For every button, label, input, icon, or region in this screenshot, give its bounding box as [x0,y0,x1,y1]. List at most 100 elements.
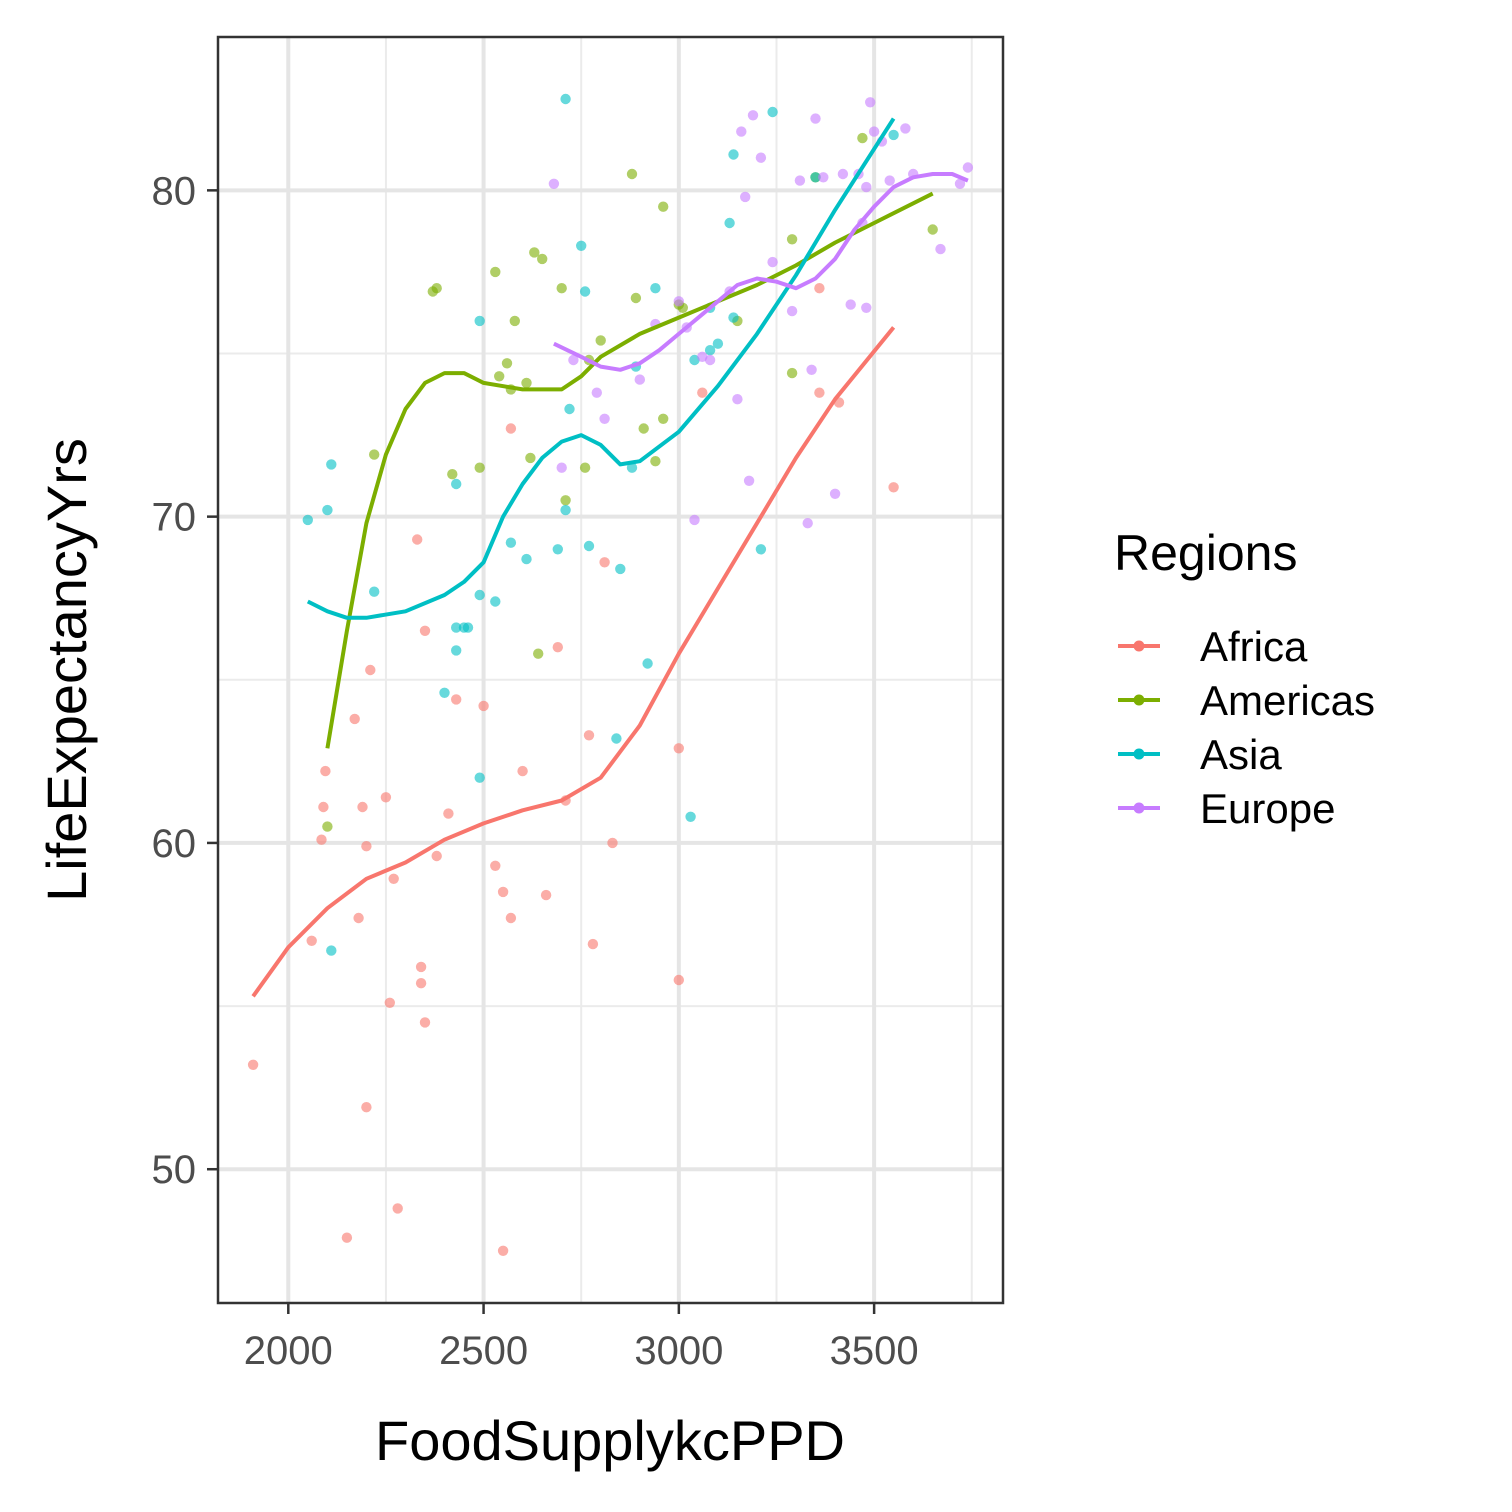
legend: Regions Africa Americas Asia Europe [1114,525,1375,832]
point-americas [658,413,669,424]
x-axis: 2000 2500 3000 3500 [244,1303,919,1373]
point-europe [865,97,876,108]
point-europe [829,488,841,499]
point-americas [529,247,540,258]
trend-line-europe [553,172,969,372]
point-europe [548,178,560,189]
point-asia [560,504,571,516]
point-asia [755,544,767,555]
point-americas [595,335,606,346]
point-africa [552,642,563,653]
point-africa [431,850,442,862]
point-africa [599,557,610,568]
legend-item-americas: Americas [1118,677,1375,724]
point-africa [814,283,825,294]
point-africa [583,730,595,741]
legend-key-point [1133,748,1145,760]
legend-label: Africa [1200,623,1308,670]
point-americas [369,449,380,460]
point-americas [927,224,938,235]
point-americas [857,132,868,144]
point-europe [747,110,759,121]
y-axis-title: LifeExpectancyYrs [35,438,98,902]
point-europe [689,514,700,526]
point-europe [736,126,747,137]
point-europe [818,172,829,183]
point-africa [320,765,331,777]
point-africa [365,664,376,676]
point-europe [810,113,821,124]
point-americas [579,462,591,473]
point-europe [806,364,817,375]
legend-key-point [1133,640,1145,652]
legend-label: Asia [1200,731,1282,778]
point-asia [579,286,591,297]
trend-line-africa [251,326,896,998]
point-asia [650,283,661,294]
point-asia [626,462,638,473]
point-europe [802,518,813,529]
point-africa [497,886,509,898]
point-americas [786,234,798,245]
point-africa [306,935,317,946]
point-europe [935,243,946,255]
point-americas [474,462,485,473]
legend-item-europe: Europe [1118,785,1335,832]
point-europe [591,387,602,398]
y-tick-label: 50 [152,1148,197,1192]
point-asia [564,403,575,415]
point-africa [415,978,427,989]
point-africa [888,482,899,493]
point-africa [814,387,825,398]
legend-label: Americas [1200,677,1375,724]
point-asia [474,589,485,601]
legend-key-point [1133,694,1145,706]
point-americas [556,283,567,294]
point-europe [962,162,974,173]
point-africa [419,625,431,636]
trend-line-asia [306,117,896,620]
point-americas [630,292,642,304]
point-asia [302,514,313,526]
point-europe [954,178,966,189]
point-asia [451,478,462,490]
legend-item-africa: Africa [1118,623,1308,670]
point-asia [326,459,337,470]
legend-key-point [1133,802,1145,814]
point-asia [474,772,485,783]
point-africa [673,743,684,754]
point-asia [451,645,462,656]
point-africa [540,889,552,901]
y-tick-label: 70 [152,496,197,540]
trend-lines [251,117,969,998]
point-americas [537,253,548,265]
point-americas [560,495,571,506]
legend-label: Europe [1200,785,1335,832]
point-africa [349,713,360,725]
point-africa [587,938,599,950]
point-americas [650,456,661,467]
point-asia [724,217,735,229]
point-africa [517,765,528,777]
point-asia [439,687,450,698]
point-africa [388,873,399,884]
point-africa [316,834,327,845]
point-asia [322,504,333,516]
point-americas [322,821,333,832]
point-americas [525,452,536,464]
point-africa [412,534,423,545]
point-europe [704,354,716,366]
point-europe [697,351,708,362]
point-europe [732,394,743,405]
point-africa [247,1059,259,1071]
point-europe [845,299,856,310]
point-europe [861,181,872,193]
point-americas [638,423,649,434]
point-europe [634,374,645,385]
legend-items: Africa Americas Asia Europe [1118,623,1375,832]
point-europe [900,123,911,134]
x-tick-label: 2000 [244,1329,333,1373]
point-europe [837,168,849,180]
point-asia [560,93,571,105]
point-asia [583,540,595,552]
